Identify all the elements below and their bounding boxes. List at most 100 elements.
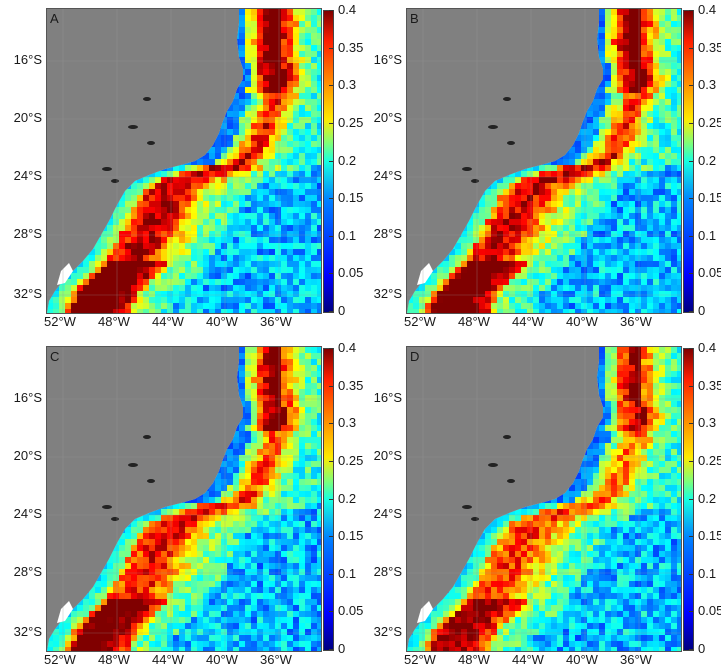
colorbar-tick-mark — [329, 423, 333, 425]
colorbar-tick-label: 0.05 — [698, 265, 721, 281]
island — [57, 263, 73, 285]
lat-tick-label: 24°S — [13, 506, 42, 521]
lake-feature — [147, 141, 155, 145]
colorbar-tick-mark — [689, 85, 693, 87]
lon-tick-label: 40°W — [206, 314, 238, 329]
panel-label: D — [410, 349, 420, 364]
colorbar-tick-label: 0.15 — [698, 528, 721, 544]
map-frame — [46, 8, 322, 314]
colorbar-tick-mark — [329, 311, 333, 312]
lake-feature — [507, 479, 515, 483]
lake-feature — [143, 435, 151, 439]
lat-tick-label: 28°S — [373, 564, 402, 579]
lon-tick-label: 44°W — [512, 314, 544, 329]
colorbar-tick-label: 0.1 — [698, 565, 717, 581]
colorbar-tick-label: 0.4 — [698, 2, 717, 17]
colorbar-tick-label: 0.15 — [338, 190, 364, 206]
colorbar-tick-mark — [329, 235, 333, 237]
colorbar-tick-label: 0.15 — [698, 190, 721, 206]
panel-label: A — [50, 11, 59, 26]
lake-feature — [471, 179, 479, 183]
map-frame — [406, 8, 682, 314]
colorbar-tick-label: 0.35 — [338, 377, 364, 393]
lake-feature — [488, 125, 498, 129]
colorbar-tick-mark — [329, 498, 333, 500]
lon-tick-label: 40°W — [206, 652, 238, 667]
lon-tick-label: 52°W — [44, 314, 76, 329]
colorbar-tick-label: 0.2 — [338, 152, 357, 168]
eke-map — [47, 9, 321, 313]
graticule — [407, 347, 681, 651]
colorbar-tick-label: 0.2 — [338, 490, 357, 506]
lake-feature — [503, 435, 511, 439]
lake-feature — [102, 167, 112, 171]
colorbar-tick-label: 0 — [698, 641, 706, 656]
colorbar-tick-mark — [689, 122, 693, 124]
colorbar-tick-mark — [329, 536, 333, 538]
lake-feature — [111, 179, 119, 183]
colorbar-tick-mark — [689, 423, 693, 425]
lake-feature — [143, 97, 151, 101]
lake-feature — [471, 517, 479, 521]
lon-tick-label: 40°W — [566, 314, 598, 329]
lake-feature — [128, 463, 138, 467]
colorbar-tick-label: 0.05 — [698, 603, 721, 619]
lon-tick-label: 40°W — [566, 652, 598, 667]
colorbar-tick-mark — [329, 348, 333, 349]
lat-tick-label: 24°S — [373, 506, 402, 521]
map-panel-a: A 16°S 20°S 24°S 28°S 32°S 52°W 48°W 44°W 40°W 36… — [0, 0, 364, 333]
lat-tick-label: 20°S — [13, 448, 42, 463]
colorbar-tick-label: 0.25 — [698, 452, 721, 468]
map-panel-b: B 16°S 20°S 24°S 28°S 32°S 52°W 48°W 44°W 40°W 36… — [360, 0, 721, 333]
lon-tick-label: 36°W — [260, 314, 292, 329]
panel-label: C — [50, 349, 60, 364]
colorbar-tick-label: 0.1 — [338, 227, 357, 243]
lat-tick-label: 32°S — [13, 286, 42, 301]
colorbar-tick-mark — [329, 198, 333, 200]
colorbar-tick-mark — [689, 573, 693, 575]
colorbar-tick-mark — [689, 160, 693, 162]
eke-map — [47, 347, 321, 651]
colorbar-tick-label: 0.3 — [338, 77, 357, 93]
land-mass — [47, 347, 243, 651]
colorbar-tick-label: 0.1 — [338, 565, 357, 581]
colorbar-tick-mark — [329, 160, 333, 162]
eke-map — [407, 347, 681, 651]
colorbar — [323, 348, 334, 651]
colorbar-tick-mark — [329, 10, 333, 11]
lat-tick-label: 24°S — [13, 168, 42, 183]
island — [417, 263, 433, 285]
lon-tick-label: 44°W — [152, 314, 184, 329]
lon-tick-label: 36°W — [260, 652, 292, 667]
island — [417, 601, 433, 623]
island — [57, 601, 73, 623]
lon-tick-label: 52°W — [404, 652, 436, 667]
map-frame — [46, 346, 322, 652]
colorbar-tick-label: 0.4 — [338, 2, 357, 17]
colorbar-tick-mark — [329, 460, 333, 462]
lon-tick-label: 52°W — [404, 314, 436, 329]
graticule — [407, 9, 681, 313]
colorbar-tick-mark — [329, 573, 333, 575]
colorbar — [323, 10, 334, 313]
lat-tick-label: 20°S — [13, 110, 42, 125]
map-panel-d: D 16°S 20°S 24°S 28°S 32°S 52°W 48°W 44°W 40°W 36… — [360, 338, 721, 671]
land-mass — [407, 347, 603, 651]
colorbar-tick-mark — [689, 649, 693, 650]
lat-tick-label: 16°S — [373, 390, 402, 405]
colorbar-tick-mark — [329, 611, 333, 613]
lon-tick-label: 48°W — [98, 652, 130, 667]
colorbar-tick-mark — [689, 198, 693, 200]
eke-map — [407, 9, 681, 313]
colorbar-tick-mark — [689, 611, 693, 613]
map-panel-c: C 16°S 20°S 24°S 28°S 32°S 52°W 48°W 44°W 40°W 36… — [0, 338, 364, 671]
lat-tick-label: 28°S — [13, 226, 42, 241]
colorbar-tick-label: 0.25 — [338, 114, 364, 130]
colorbar-tick-label: 0.15 — [338, 528, 364, 544]
map-frame — [406, 346, 682, 652]
colorbar-tick-mark — [689, 385, 693, 387]
lake-feature — [102, 505, 112, 509]
colorbar-tick-label: 0.35 — [698, 39, 721, 55]
colorbar-tick-label: 0.05 — [338, 603, 364, 619]
lon-tick-label: 44°W — [152, 652, 184, 667]
